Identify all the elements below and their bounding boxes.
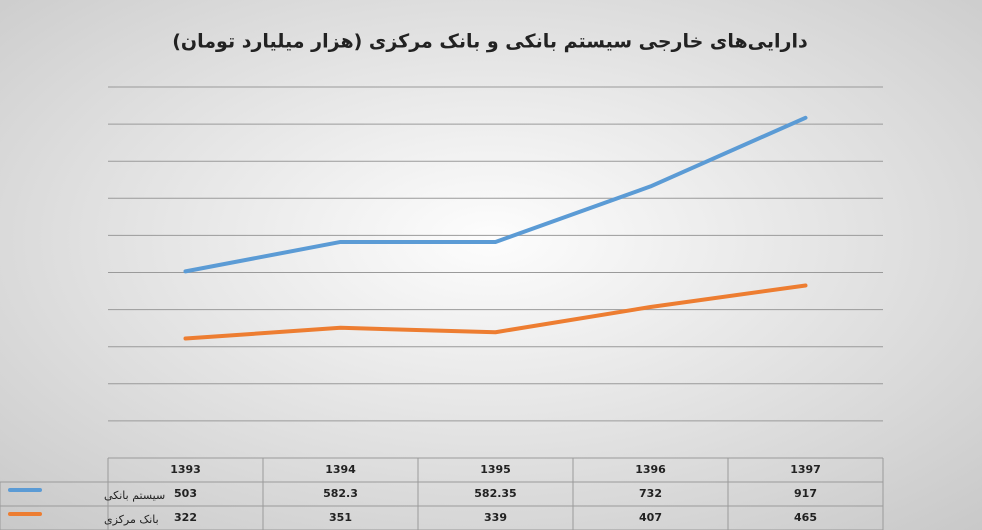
table-value: 351 bbox=[329, 511, 352, 524]
table-value: 582.3 bbox=[323, 487, 358, 500]
chart-title: دارایی‌های خارجی سیستم بانکی و بانک مرکز… bbox=[172, 31, 808, 53]
x-tick-label: 1396 bbox=[635, 463, 666, 476]
table-value: 465 bbox=[794, 511, 817, 524]
legend-label: سیستم بانکی bbox=[104, 489, 165, 502]
table-value: 503 bbox=[174, 487, 197, 500]
table-value: 732 bbox=[639, 487, 662, 500]
table-value: 917 bbox=[794, 487, 817, 500]
x-tick-label: 1397 bbox=[790, 463, 821, 476]
table-value: 582.35 bbox=[474, 487, 516, 500]
line bbox=[183, 115, 808, 274]
x-tick-label: 1393 bbox=[170, 463, 201, 476]
x-tick-label: 1394 bbox=[325, 463, 356, 476]
table-value: 322 bbox=[174, 511, 197, 524]
x-tick-label: 1395 bbox=[480, 463, 511, 476]
line bbox=[183, 283, 808, 341]
table-value: 407 bbox=[639, 511, 662, 524]
table-value: 339 bbox=[484, 511, 507, 524]
legend-label: بانک مرکزی bbox=[104, 513, 159, 526]
